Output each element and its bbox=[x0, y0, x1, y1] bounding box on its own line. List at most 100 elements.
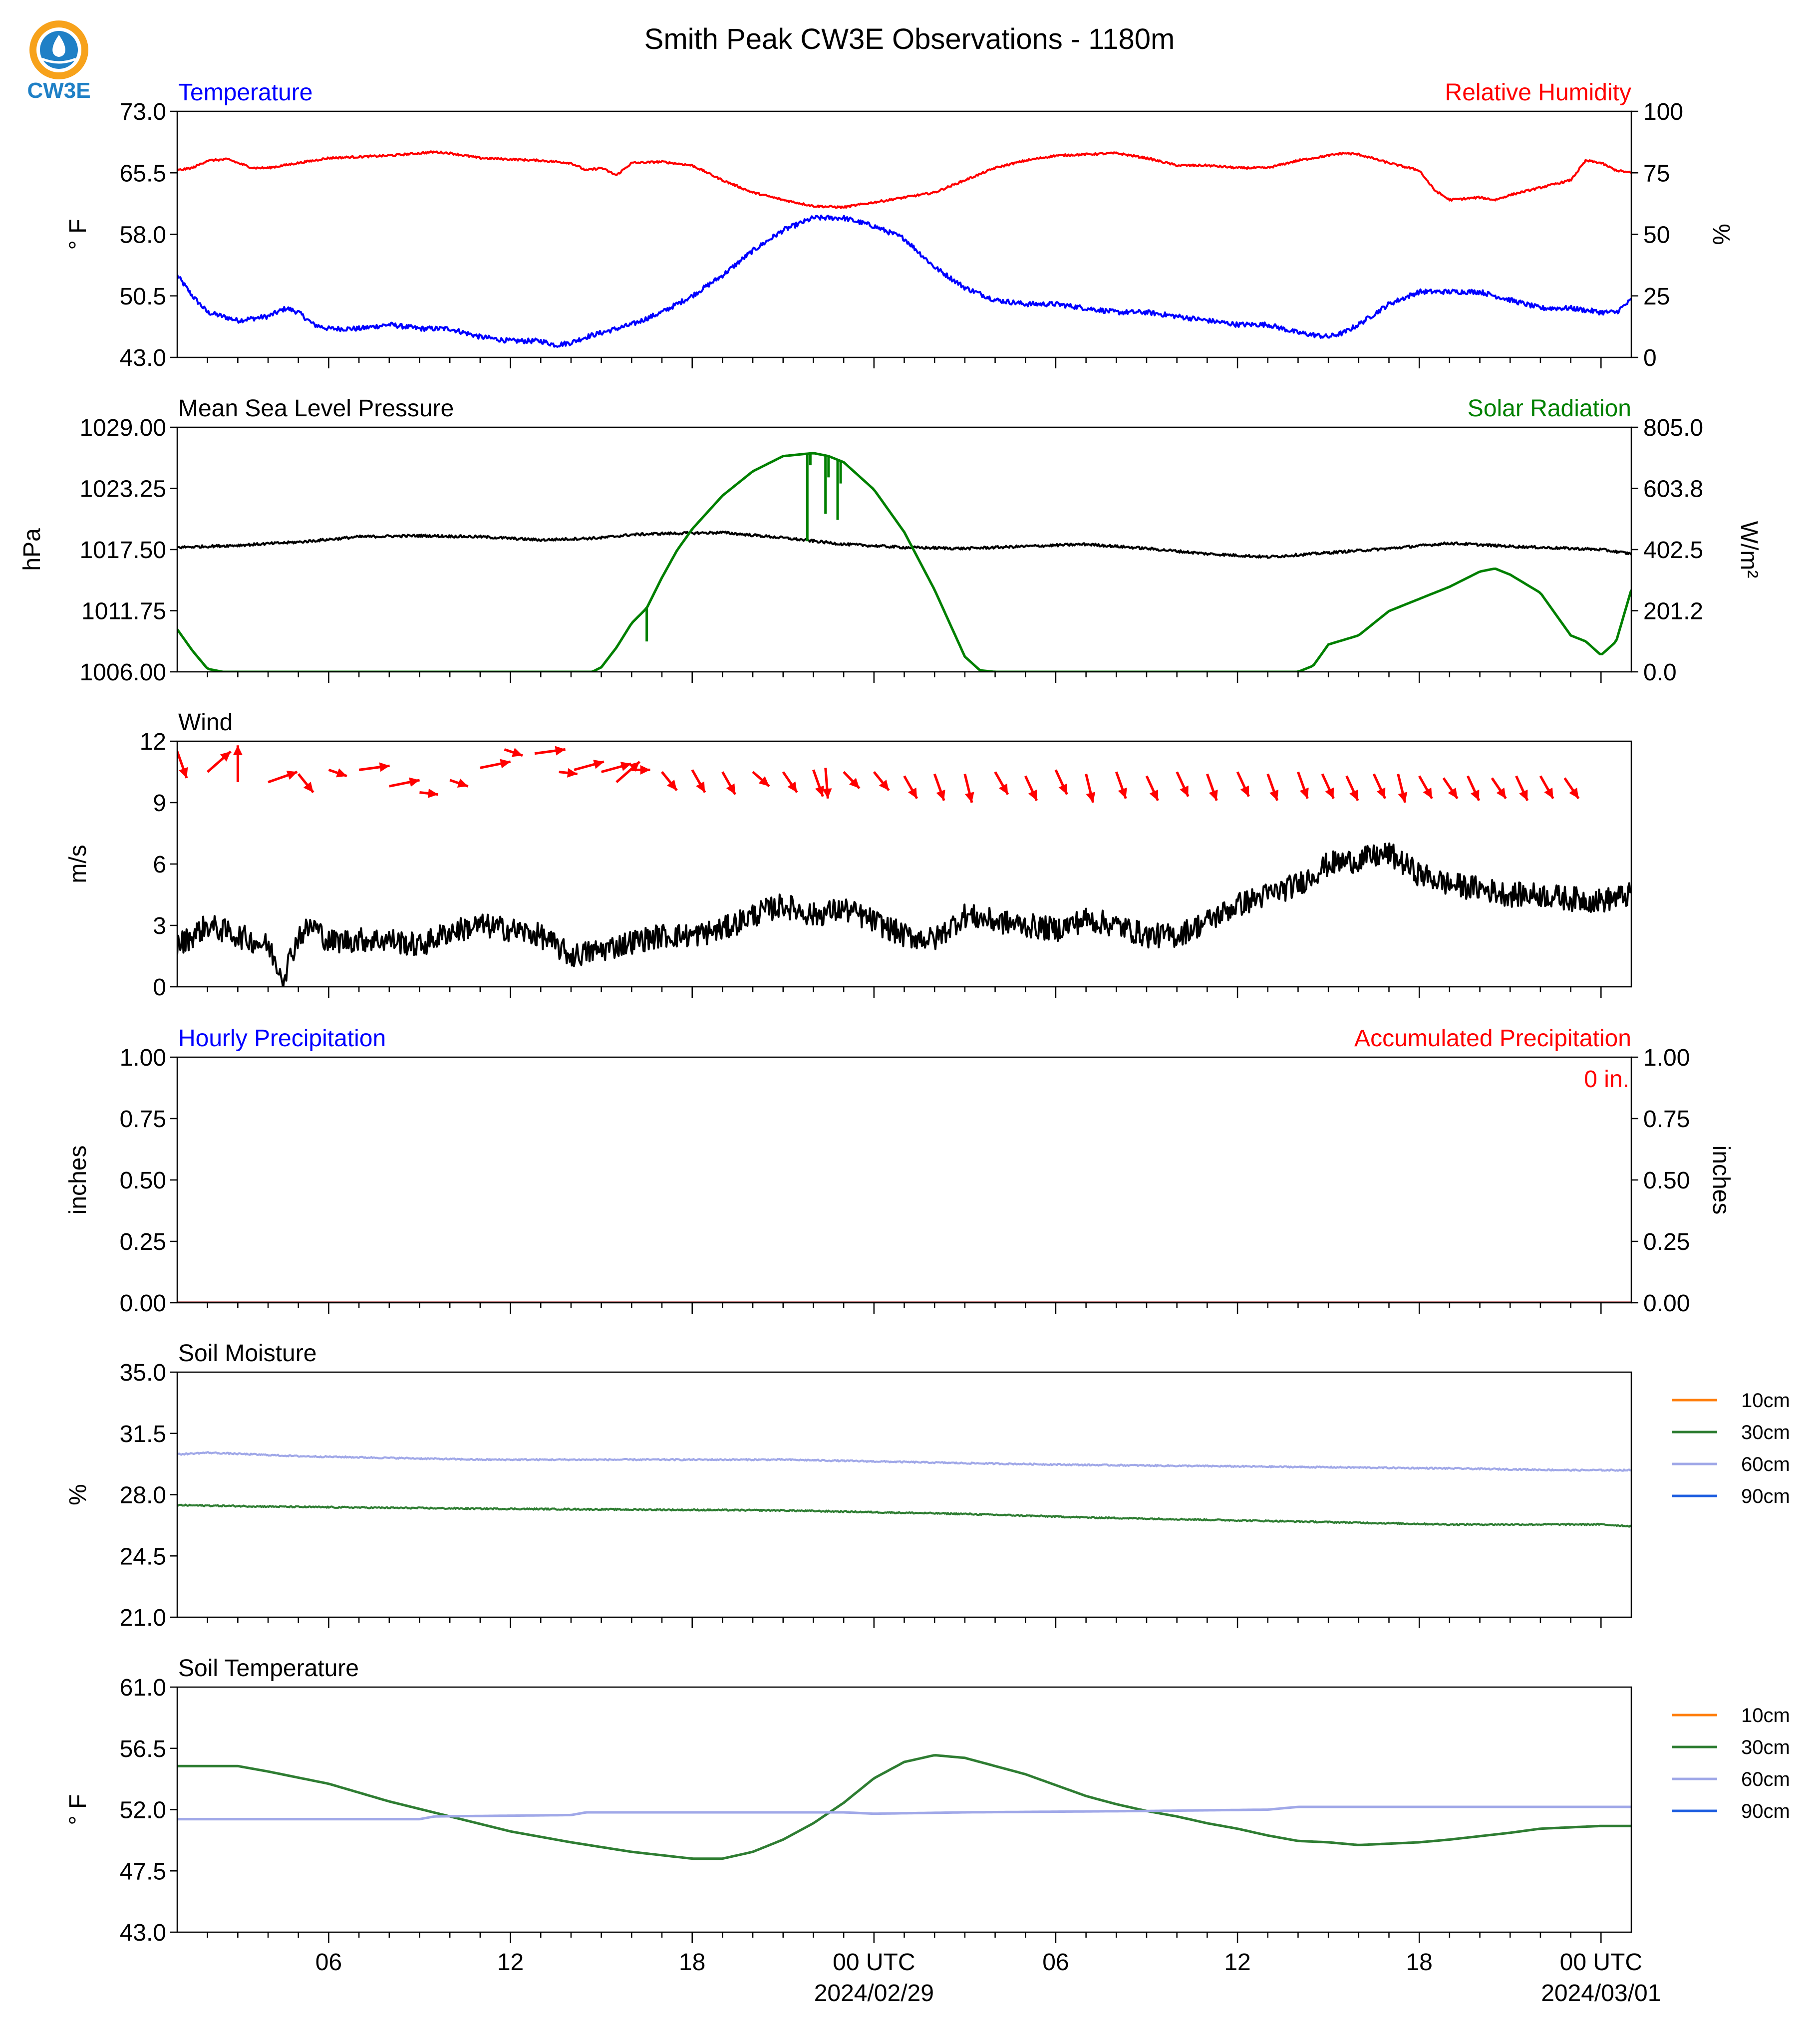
series-line-relative-humidity bbox=[177, 150, 1631, 209]
panel-title-right: Relative Humidity bbox=[1445, 79, 1631, 106]
y-tick-label-right: 603.8 bbox=[1643, 476, 1703, 503]
y-tick-label: 31.5 bbox=[120, 1421, 166, 1448]
panel-wind: 0 3 6 9 12 Wind m/s bbox=[65, 709, 1632, 1001]
wind-arrow-head bbox=[233, 745, 243, 756]
y-axis-label: % bbox=[65, 1484, 91, 1505]
y-tick-label: 9 bbox=[153, 790, 166, 817]
panel-pressure_solar: 1006.00 1011.75 1017.50 1023.25 1029.00 0.0 20… bbox=[19, 395, 1762, 686]
y-tick-label: 0 bbox=[153, 974, 166, 1001]
series-line-30cm bbox=[177, 1503, 1631, 1528]
wind-arrow-head bbox=[1240, 785, 1249, 797]
x-tick-label: 12 bbox=[497, 1949, 524, 1976]
wind-arrow-head bbox=[409, 777, 420, 787]
series-line-60cm bbox=[177, 1805, 1631, 1821]
wind-arrow-head bbox=[1269, 790, 1279, 801]
logo-text: CW3E bbox=[27, 78, 90, 103]
series-line-wind-speed bbox=[177, 842, 1631, 987]
wind-arrow-head bbox=[1544, 787, 1553, 799]
wind-arrow-head bbox=[512, 748, 523, 757]
y-tick-label-right: 0.0 bbox=[1643, 659, 1677, 686]
panel-title-left: Mean Sea Level Pressure bbox=[178, 395, 454, 422]
y-tick-label: 43.0 bbox=[120, 345, 166, 371]
y-tick-label: 52.0 bbox=[120, 1797, 166, 1824]
x-tick-label: 18 bbox=[1406, 1949, 1432, 1976]
legend-label: 60cm bbox=[1741, 1768, 1790, 1790]
wind-arrow-head bbox=[999, 783, 1008, 795]
x-tick-label: 06 bbox=[1042, 1949, 1069, 1976]
legend-label: 10cm bbox=[1741, 1705, 1790, 1727]
panel-precipitation: 0.00 0.25 0.50 0.75 1.00 0.00 0.25 0.50 0.75 1.00… bbox=[65, 1025, 1734, 1317]
y-tick-label: 47.5 bbox=[120, 1858, 166, 1885]
y-tick-label: 3 bbox=[153, 913, 166, 939]
panel-plot-area bbox=[177, 745, 1631, 987]
legend-label: 30cm bbox=[1741, 1422, 1790, 1444]
y-tick-label: 0.25 bbox=[120, 1229, 166, 1255]
wind-arrow-head bbox=[1349, 789, 1358, 801]
y-axis-label: m/s bbox=[65, 845, 91, 883]
y-tick-label: 1011.75 bbox=[81, 598, 166, 625]
panel-soil_temperature: 43.0 47.5 52.0 56.5 61.0 Soil Temperature ° F 1… bbox=[65, 1655, 1790, 1946]
x-date-label: 2024/03/01 bbox=[1541, 1980, 1661, 2007]
y-tick-label-right: 100 bbox=[1643, 99, 1683, 125]
precipitation-total-annotation: 0 in. bbox=[1584, 1066, 1629, 1093]
wind-arrow-head bbox=[1470, 789, 1480, 801]
y-tick-label-right: 50 bbox=[1643, 222, 1670, 249]
y-tick-label: 21.0 bbox=[120, 1605, 166, 1631]
series-line-60cm bbox=[177, 1451, 1631, 1472]
wind-arrow-head bbox=[726, 783, 735, 795]
figure-title: Smith Peak CW3E Observations - 1180m bbox=[644, 23, 1175, 55]
wind-arrow-head bbox=[1448, 788, 1458, 799]
legend: 10cm 30cm 60cm 90cm bbox=[1672, 1705, 1790, 1822]
wind-arrow-head bbox=[1423, 787, 1432, 799]
wind-arrow-head bbox=[220, 751, 231, 762]
y-axis-label: ° F bbox=[65, 1794, 91, 1825]
wind-arrow-head bbox=[457, 778, 468, 788]
legend: 10cm 30cm 60cm 90cm bbox=[1672, 1390, 1790, 1507]
panel-title-left: Soil Moisture bbox=[178, 1340, 316, 1367]
panel-title-right: Accumulated Precipitation bbox=[1354, 1025, 1631, 1052]
panel-title-left: Soil Temperature bbox=[178, 1655, 359, 1682]
wind-arrow-head bbox=[1519, 789, 1528, 801]
y-tick-label-right: 75 bbox=[1643, 160, 1670, 187]
wind-arrow-head bbox=[822, 788, 832, 799]
y-tick-label: 0.00 bbox=[120, 1290, 166, 1317]
wind-arrow-head bbox=[696, 781, 705, 793]
y-tick-label: 1.00 bbox=[120, 1045, 166, 1071]
wind-arrow-head bbox=[1325, 787, 1334, 799]
wind-arrow-head bbox=[1118, 787, 1127, 799]
y-tick-label: 43.0 bbox=[120, 1920, 166, 1946]
legend-label: 10cm bbox=[1741, 1390, 1790, 1412]
x-tick-label: 00 UTC bbox=[1560, 1949, 1642, 1976]
wind-arrow-head bbox=[908, 787, 917, 799]
x-tick-label: 06 bbox=[315, 1949, 342, 1976]
wind-arrow-head bbox=[1209, 790, 1218, 801]
series-line-temperature bbox=[177, 214, 1631, 348]
y-axis-label: hPa bbox=[19, 528, 45, 571]
wind-arrow-head bbox=[666, 779, 677, 791]
y-tick-label: 35.0 bbox=[120, 1360, 166, 1386]
y-tick-label: 1006.00 bbox=[79, 659, 166, 686]
logo-ring bbox=[29, 20, 88, 79]
legend-label: 30cm bbox=[1741, 1737, 1790, 1758]
panel-title-left: Hourly Precipitation bbox=[178, 1025, 386, 1052]
wind-arrow-head bbox=[1180, 785, 1189, 797]
x-axis-labels: 06 12 18 00 UTC 2024/02/29 06 12 18 00 UTC 2024/0… bbox=[315, 1949, 1661, 2007]
y-tick-label-right: 0.00 bbox=[1643, 1290, 1690, 1317]
y-axis-label-right: % bbox=[1708, 224, 1734, 245]
y-tick-label: 1023.25 bbox=[79, 476, 166, 503]
panel-plot-area bbox=[177, 150, 1631, 348]
series-line-30cm bbox=[177, 1754, 1631, 1860]
panel-title-left: Wind bbox=[178, 709, 233, 736]
x-tick-label: 18 bbox=[679, 1949, 705, 1976]
cw3e-logo: CW3E bbox=[27, 20, 91, 103]
wind-arrow-head bbox=[1299, 787, 1309, 799]
wind-arrow-head bbox=[879, 779, 889, 791]
panel-plot-area bbox=[177, 452, 1631, 672]
panel-temperature: 43.0 50.5 58.0 65.5 73.0 0 25 50 75 100 Temperatur… bbox=[65, 79, 1734, 371]
panel-title-right: Solar Radiation bbox=[1468, 395, 1631, 422]
wind-arrow-head bbox=[379, 762, 390, 772]
wind-arrow-head bbox=[179, 767, 188, 778]
wind-arrow-head bbox=[787, 781, 797, 793]
